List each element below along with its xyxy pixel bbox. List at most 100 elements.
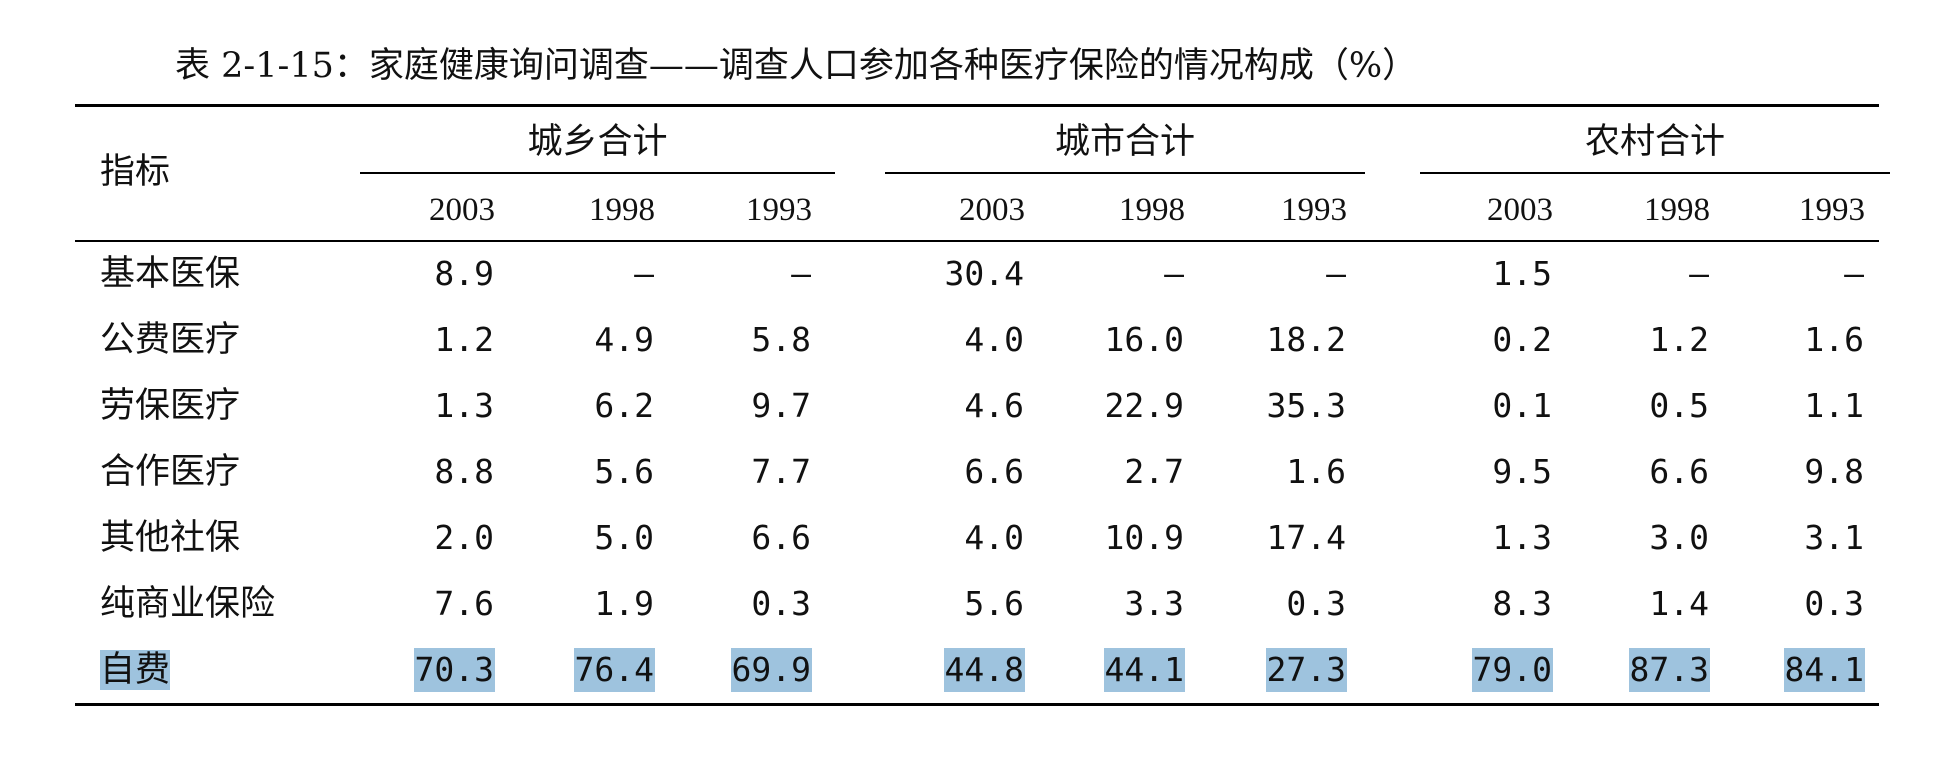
cell-value: 0.3 [1804,584,1864,623]
cell-value: — [1164,254,1184,293]
cell-value: 44.1 [1103,648,1185,692]
cell-value: 1.9 [594,584,654,623]
cell-value: 8.8 [434,452,494,491]
group-rule-rural [1420,172,1890,174]
cell-value: 5.6 [964,584,1024,623]
table-cell: 5.6 [505,450,655,494]
table-cell: 1.9 [505,582,655,626]
cell-value: 4.0 [964,518,1024,557]
year-header: 2003 [959,192,1025,228]
table-cell: 5.8 [662,318,812,362]
table-cell: 8.3 [1403,582,1553,626]
table-cell: 3.0 [1560,516,1710,560]
table-cell: 84.1 [1715,648,1865,692]
table-cell: 0.3 [662,582,812,626]
year-header: 1993 [1281,192,1347,228]
row-label-text: 其他社保 [100,518,241,558]
cell-value: 1.5 [1492,254,1552,293]
table-cell: 5.6 [875,582,1025,626]
table-cell: 7.7 [662,450,812,494]
table-cell: 1.2 [1560,318,1710,362]
cell-value: 1.2 [1649,320,1709,359]
cell-value: 16.0 [1104,320,1184,359]
year-header: 1993 [746,192,812,228]
cell-value: 9.8 [1804,452,1864,491]
cell-value: 1.3 [1492,518,1552,557]
table-cell: 1.4 [1560,582,1710,626]
table-cell: — [662,252,812,296]
cell-value: 3.0 [1649,518,1709,557]
cell-value: 44.8 [943,648,1025,692]
table-cell: 35.3 [1197,384,1347,428]
year-header: 1993 [1799,192,1865,228]
cell-value: — [1689,254,1709,293]
cell-value: 27.3 [1265,648,1347,692]
cell-value: 9.7 [751,386,811,425]
cell-value: 5.0 [594,518,654,557]
cell-value: 6.6 [964,452,1024,491]
group-header-total: 城乡合计 [527,122,668,162]
row-label-text: 纯商业保险 [100,584,276,624]
year-header: 1998 [1119,192,1185,228]
cell-value: 76.4 [573,648,655,692]
cell-value: 17.4 [1266,518,1346,557]
cell-value: 7.7 [751,452,811,491]
table-cell: 2.7 [1035,450,1185,494]
row-label: 自费 [100,648,171,692]
table-cell: 70.3 [345,648,495,692]
cell-value: 0.2 [1492,320,1552,359]
group-rule-total [360,172,835,174]
top-rule [75,104,1879,107]
year-header: 1998 [1644,192,1710,228]
row-label-text: 合作医疗 [100,452,241,492]
table-cell: 9.7 [662,384,812,428]
table-cell: 6.6 [1560,450,1710,494]
cell-value: 35.3 [1266,386,1346,425]
table-cell: 1.1 [1715,384,1865,428]
cell-value: 5.6 [594,452,654,491]
table-cell: 6.2 [505,384,655,428]
cell-value: — [634,254,654,293]
cell-value: 84.1 [1783,648,1865,692]
cell-value: 9.5 [1492,452,1552,491]
cell-value: 87.3 [1628,648,1710,692]
cell-value: 4.6 [964,386,1024,425]
cell-value: 2.0 [434,518,494,557]
cell-value: 5.8 [751,320,811,359]
table-cell: 2.0 [345,516,495,560]
cell-value: 4.9 [594,320,654,359]
row-label-header: 指标 [100,152,171,192]
cell-value: — [791,254,811,293]
table-cell: 9.5 [1403,450,1553,494]
cell-value: 1.6 [1804,320,1864,359]
cell-value: 1.2 [434,320,494,359]
table-title: 表 2-1-15：家庭健康询问调查——调查人口参加各种医疗保险的情况构成（%） [175,46,1418,86]
table-cell: 0.3 [1715,582,1865,626]
cell-value: 18.2 [1266,320,1346,359]
row-label: 合作医疗 [100,450,240,494]
cell-value: — [1844,254,1864,293]
table-cell: 7.6 [345,582,495,626]
row-label: 其他社保 [100,516,240,560]
year-header: 2003 [1487,192,1553,228]
table-cell: 1.2 [345,318,495,362]
row-label: 纯商业保险 [100,582,275,626]
cell-value: 10.9 [1104,518,1184,557]
cell-value: 30.4 [944,254,1024,293]
row-label: 基本医保 [100,252,240,296]
table-cell: 4.6 [875,384,1025,428]
cell-value: 6.6 [751,518,811,557]
cell-value: 7.6 [434,584,494,623]
table-cell: 8.9 [345,252,495,296]
table-cell: 9.8 [1715,450,1865,494]
table-cell: 1.3 [345,384,495,428]
row-label-text: 自费 [100,650,171,690]
table-cell: 1.5 [1403,252,1553,296]
table-cell: 87.3 [1560,648,1710,692]
table-cell: 4.0 [875,318,1025,362]
table-cell: 5.0 [505,516,655,560]
table-cell: 4.0 [875,516,1025,560]
table-cell: — [1035,252,1185,296]
table-cell: 44.8 [875,648,1025,692]
cell-value: 0.1 [1492,386,1552,425]
